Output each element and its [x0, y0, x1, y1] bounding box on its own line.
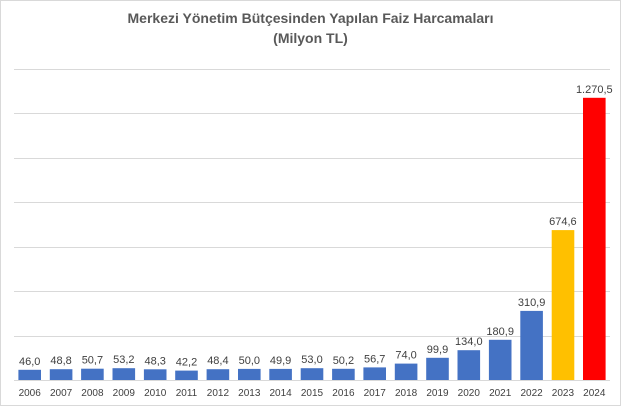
x-tick-2020: 2020 [458, 388, 481, 399]
x-axis-tick-labels: 2006 2007 2008 2009 2010 2011 2012 2013 2014 2015… [19, 388, 606, 399]
bar-2022 [520, 310, 543, 380]
bar-2012 [206, 369, 230, 380]
data-label-2010: 48,3 [144, 355, 165, 367]
data-label-2007: 48,8 [50, 355, 71, 367]
data-label-2016: 50,2 [333, 355, 354, 367]
x-tick-2023: 2023 [552, 388, 575, 399]
data-label-2008: 50,7 [82, 355, 103, 367]
bar-2015 [300, 368, 324, 380]
data-label-2015: 53,0 [301, 354, 322, 366]
data-label-2023: 674,6 [549, 216, 577, 228]
x-tick-2010: 2010 [144, 388, 167, 399]
data-label-2020: 134,0 [455, 336, 483, 348]
data-labels: 46,0 48,8 50,7 53,2 48,3 42,2 48,4 50,0 49,9 53,0… [19, 84, 613, 369]
x-tick-2009: 2009 [113, 388, 136, 399]
x-tick-2024: 2024 [583, 388, 606, 399]
data-label-2022: 310,9 [518, 297, 546, 309]
data-label-2024: 1.270,5 [576, 84, 613, 96]
x-tick-2021: 2021 [489, 388, 512, 399]
bar-2016 [332, 368, 355, 380]
x-tick-2013: 2013 [238, 388, 261, 399]
bar-2009 [112, 368, 136, 380]
x-tick-2018: 2018 [395, 388, 418, 399]
data-label-2017: 56,7 [364, 353, 385, 365]
data-label-2009: 53,2 [113, 354, 134, 366]
data-label-2006: 46,0 [19, 356, 40, 368]
bar-2007 [49, 369, 73, 380]
x-tick-2006: 2006 [19, 388, 42, 399]
data-label-2018: 74,0 [395, 350, 416, 362]
bar-2013 [238, 368, 261, 380]
chart-title: Merkezi Yönetim Bütçesinden Yapılan Faiz… [0, 8, 621, 48]
gridlines [14, 69, 610, 381]
bar-2006 [18, 369, 41, 380]
bar-2023 [551, 230, 575, 380]
x-tick-2011: 2011 [176, 388, 198, 399]
chart-title-line: Merkezi Yönetim Bütçesinden Yapılan Faiz… [127, 10, 494, 26]
x-tick-2014: 2014 [269, 388, 292, 399]
x-tick-2017: 2017 [364, 388, 387, 399]
data-label-2014: 49,9 [270, 355, 291, 367]
bar-2020 [457, 350, 481, 380]
bar-2011 [175, 370, 198, 380]
bar-2021 [488, 339, 512, 380]
data-label-2012: 48,4 [207, 355, 228, 367]
x-tick-2008: 2008 [81, 388, 104, 399]
x-tick-2015: 2015 [301, 388, 324, 399]
bar-2024 [583, 97, 606, 381]
bar-2014 [269, 368, 292, 380]
data-label-2019: 99,9 [427, 344, 448, 356]
bar-2008 [81, 368, 104, 380]
x-tick-2016: 2016 [332, 388, 355, 399]
data-label-2013: 50,0 [239, 355, 260, 367]
data-label-2011: 42,2 [176, 357, 197, 369]
x-tick-2022: 2022 [520, 388, 543, 399]
data-label-2021: 180,9 [486, 326, 514, 338]
bar-2019 [426, 357, 449, 380]
bars [18, 97, 606, 381]
x-tick-2019: 2019 [426, 388, 449, 399]
bar-2017 [363, 367, 386, 380]
x-tick-2007: 2007 [50, 388, 73, 399]
bar-2010 [143, 369, 167, 380]
chart-subtitle: (Milyon TL) [273, 30, 348, 46]
bar-2018 [394, 363, 418, 380]
x-tick-2012: 2012 [207, 388, 230, 399]
